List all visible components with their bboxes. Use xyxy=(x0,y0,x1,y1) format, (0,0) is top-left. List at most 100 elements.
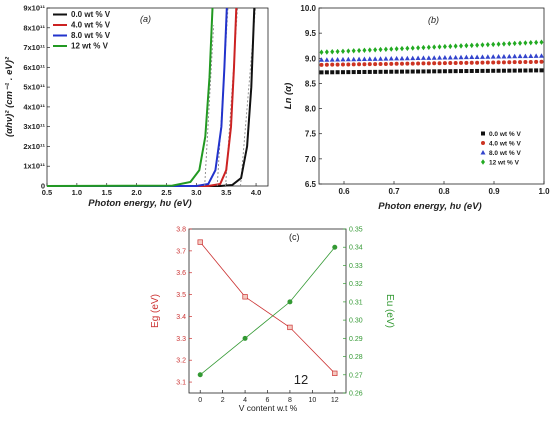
panel-c-point xyxy=(197,372,203,378)
panel-b-point xyxy=(480,60,485,65)
panel-b-ytick-label: 9.0 xyxy=(305,54,317,63)
panel-a-ytick-label: 7x10¹¹ xyxy=(23,43,45,52)
panel-b-point xyxy=(496,68,501,73)
panel-c-series-line xyxy=(199,241,336,374)
panel-b-point xyxy=(426,44,431,51)
panel-b-point xyxy=(458,54,464,60)
panel-b-point xyxy=(399,61,404,66)
panel-b-point xyxy=(507,60,512,65)
panel-b-point xyxy=(469,42,474,49)
panel-b-point xyxy=(373,62,378,67)
panel-c-ylabel-left: Eg (eV) xyxy=(150,294,161,328)
panel-a-ytick-label: 0 xyxy=(41,182,45,191)
panel-b-xtick-label: 0.9 xyxy=(488,187,500,196)
panel-b-point xyxy=(442,61,447,66)
panel-b-point xyxy=(340,48,345,54)
panel-a-legend-label: 8.0 wt % V xyxy=(71,31,111,40)
panel-b-point xyxy=(469,54,475,60)
panel-c-ytick-right-label: 0.27 xyxy=(349,372,363,379)
panel-b-point xyxy=(399,45,404,52)
panel-b-point xyxy=(512,40,517,47)
panel-b-point xyxy=(491,68,496,73)
panel-b-point xyxy=(432,44,437,50)
panel-b-point xyxy=(319,70,324,75)
panel-b-xtick-label: 0.8 xyxy=(438,187,450,196)
panel-b-frame xyxy=(318,7,545,185)
panel-b-point xyxy=(426,69,431,74)
panel-b-xtick-label: 0.6 xyxy=(338,187,350,196)
panel-b-point xyxy=(442,43,447,50)
panel-b-point xyxy=(496,60,501,65)
panel-b-point xyxy=(528,53,534,58)
panel-b-point xyxy=(421,44,426,51)
panel-b-point xyxy=(410,69,415,74)
panel-a-xtick-label: 2.0 xyxy=(131,188,141,197)
panel-b-point xyxy=(405,61,410,66)
panel-b-point xyxy=(405,45,410,52)
panel-b-point xyxy=(475,60,480,65)
panel-b-point xyxy=(523,60,528,65)
panel-b-point xyxy=(356,56,362,62)
panel-c-label: (c) xyxy=(289,232,300,242)
panel-c-point xyxy=(287,324,293,331)
panel-b-point xyxy=(453,69,458,74)
panel-b-point xyxy=(491,60,496,65)
panel-a-series-line xyxy=(46,7,214,187)
panel-b-point xyxy=(394,55,400,61)
panel-b-point xyxy=(335,48,340,55)
panel-c-ytick-right-label: 0.28 xyxy=(349,354,363,361)
panel-b-point xyxy=(528,68,533,73)
panel-b-point xyxy=(539,39,544,45)
panel-b-point xyxy=(319,57,324,62)
panel-a-xtick-label: 4.0 xyxy=(251,188,261,197)
panel-a-xtick-label: 1.5 xyxy=(102,188,112,197)
panel-b-point xyxy=(405,69,410,74)
panel-b-ylabel: Ln (α) xyxy=(283,83,294,109)
panel-b-point xyxy=(362,62,367,67)
panel-c-xtick-label: 2 xyxy=(221,397,225,404)
panel-b-point xyxy=(378,69,383,74)
panel-b-point xyxy=(378,46,383,53)
page-number: 12 xyxy=(294,372,308,387)
panel-b-point xyxy=(340,62,345,67)
panel-b-point xyxy=(448,61,453,66)
panel-b-point xyxy=(399,55,405,61)
panel-b-point xyxy=(319,62,324,67)
panel-b-point xyxy=(432,69,437,74)
panel-b-ytick-label: 9.5 xyxy=(305,29,317,38)
panel-c-ylabel-right: Eu (eV) xyxy=(384,294,395,328)
panel-b-point xyxy=(481,131,485,136)
panel-b-point xyxy=(469,60,474,65)
panel-b-point xyxy=(507,68,512,73)
panel-a-xtick-label: 3.5 xyxy=(221,188,231,197)
panel-a-ytick-label: 2x10¹¹ xyxy=(23,142,45,151)
panel-a-legend-label: 12 wt % V xyxy=(71,42,109,51)
panel-c-ytick-left-label: 3.7 xyxy=(176,248,186,255)
panel-b-point xyxy=(534,59,539,64)
panel-b-point xyxy=(345,56,351,62)
panel-c-ytick-right-label: 0.26 xyxy=(349,391,363,398)
panel-b-ytick-label: 6.5 xyxy=(305,180,317,189)
panel-b-point xyxy=(367,56,373,61)
panel-b-point xyxy=(420,55,426,60)
panel-b-point xyxy=(475,68,480,73)
panel-b-point xyxy=(431,55,437,60)
panel-b-legend: 0.0 wt % V 4.0 wt % V 8.0 wt % V 12 wt % V xyxy=(480,131,521,167)
panel-b-point xyxy=(459,43,464,49)
panel-b-point xyxy=(421,61,426,66)
panel-b-point xyxy=(539,68,544,73)
panel-a-ytick-label: 6x10¹¹ xyxy=(23,63,45,72)
panel-b-point xyxy=(324,70,329,75)
panel-b-point xyxy=(463,54,469,60)
panel-b-point xyxy=(523,68,528,73)
panel-b-point xyxy=(378,62,383,67)
panel-b-point xyxy=(410,61,415,66)
panel-b-point xyxy=(432,61,437,66)
panel-a-series-line xyxy=(47,7,228,187)
panel-b-point xyxy=(389,61,394,66)
panel-b-point xyxy=(480,150,486,155)
panel-a-series-line xyxy=(47,7,256,187)
panel-a-xlabel: Photon energy, hυ (eV) xyxy=(88,198,191,209)
panel-b-point xyxy=(464,42,469,49)
